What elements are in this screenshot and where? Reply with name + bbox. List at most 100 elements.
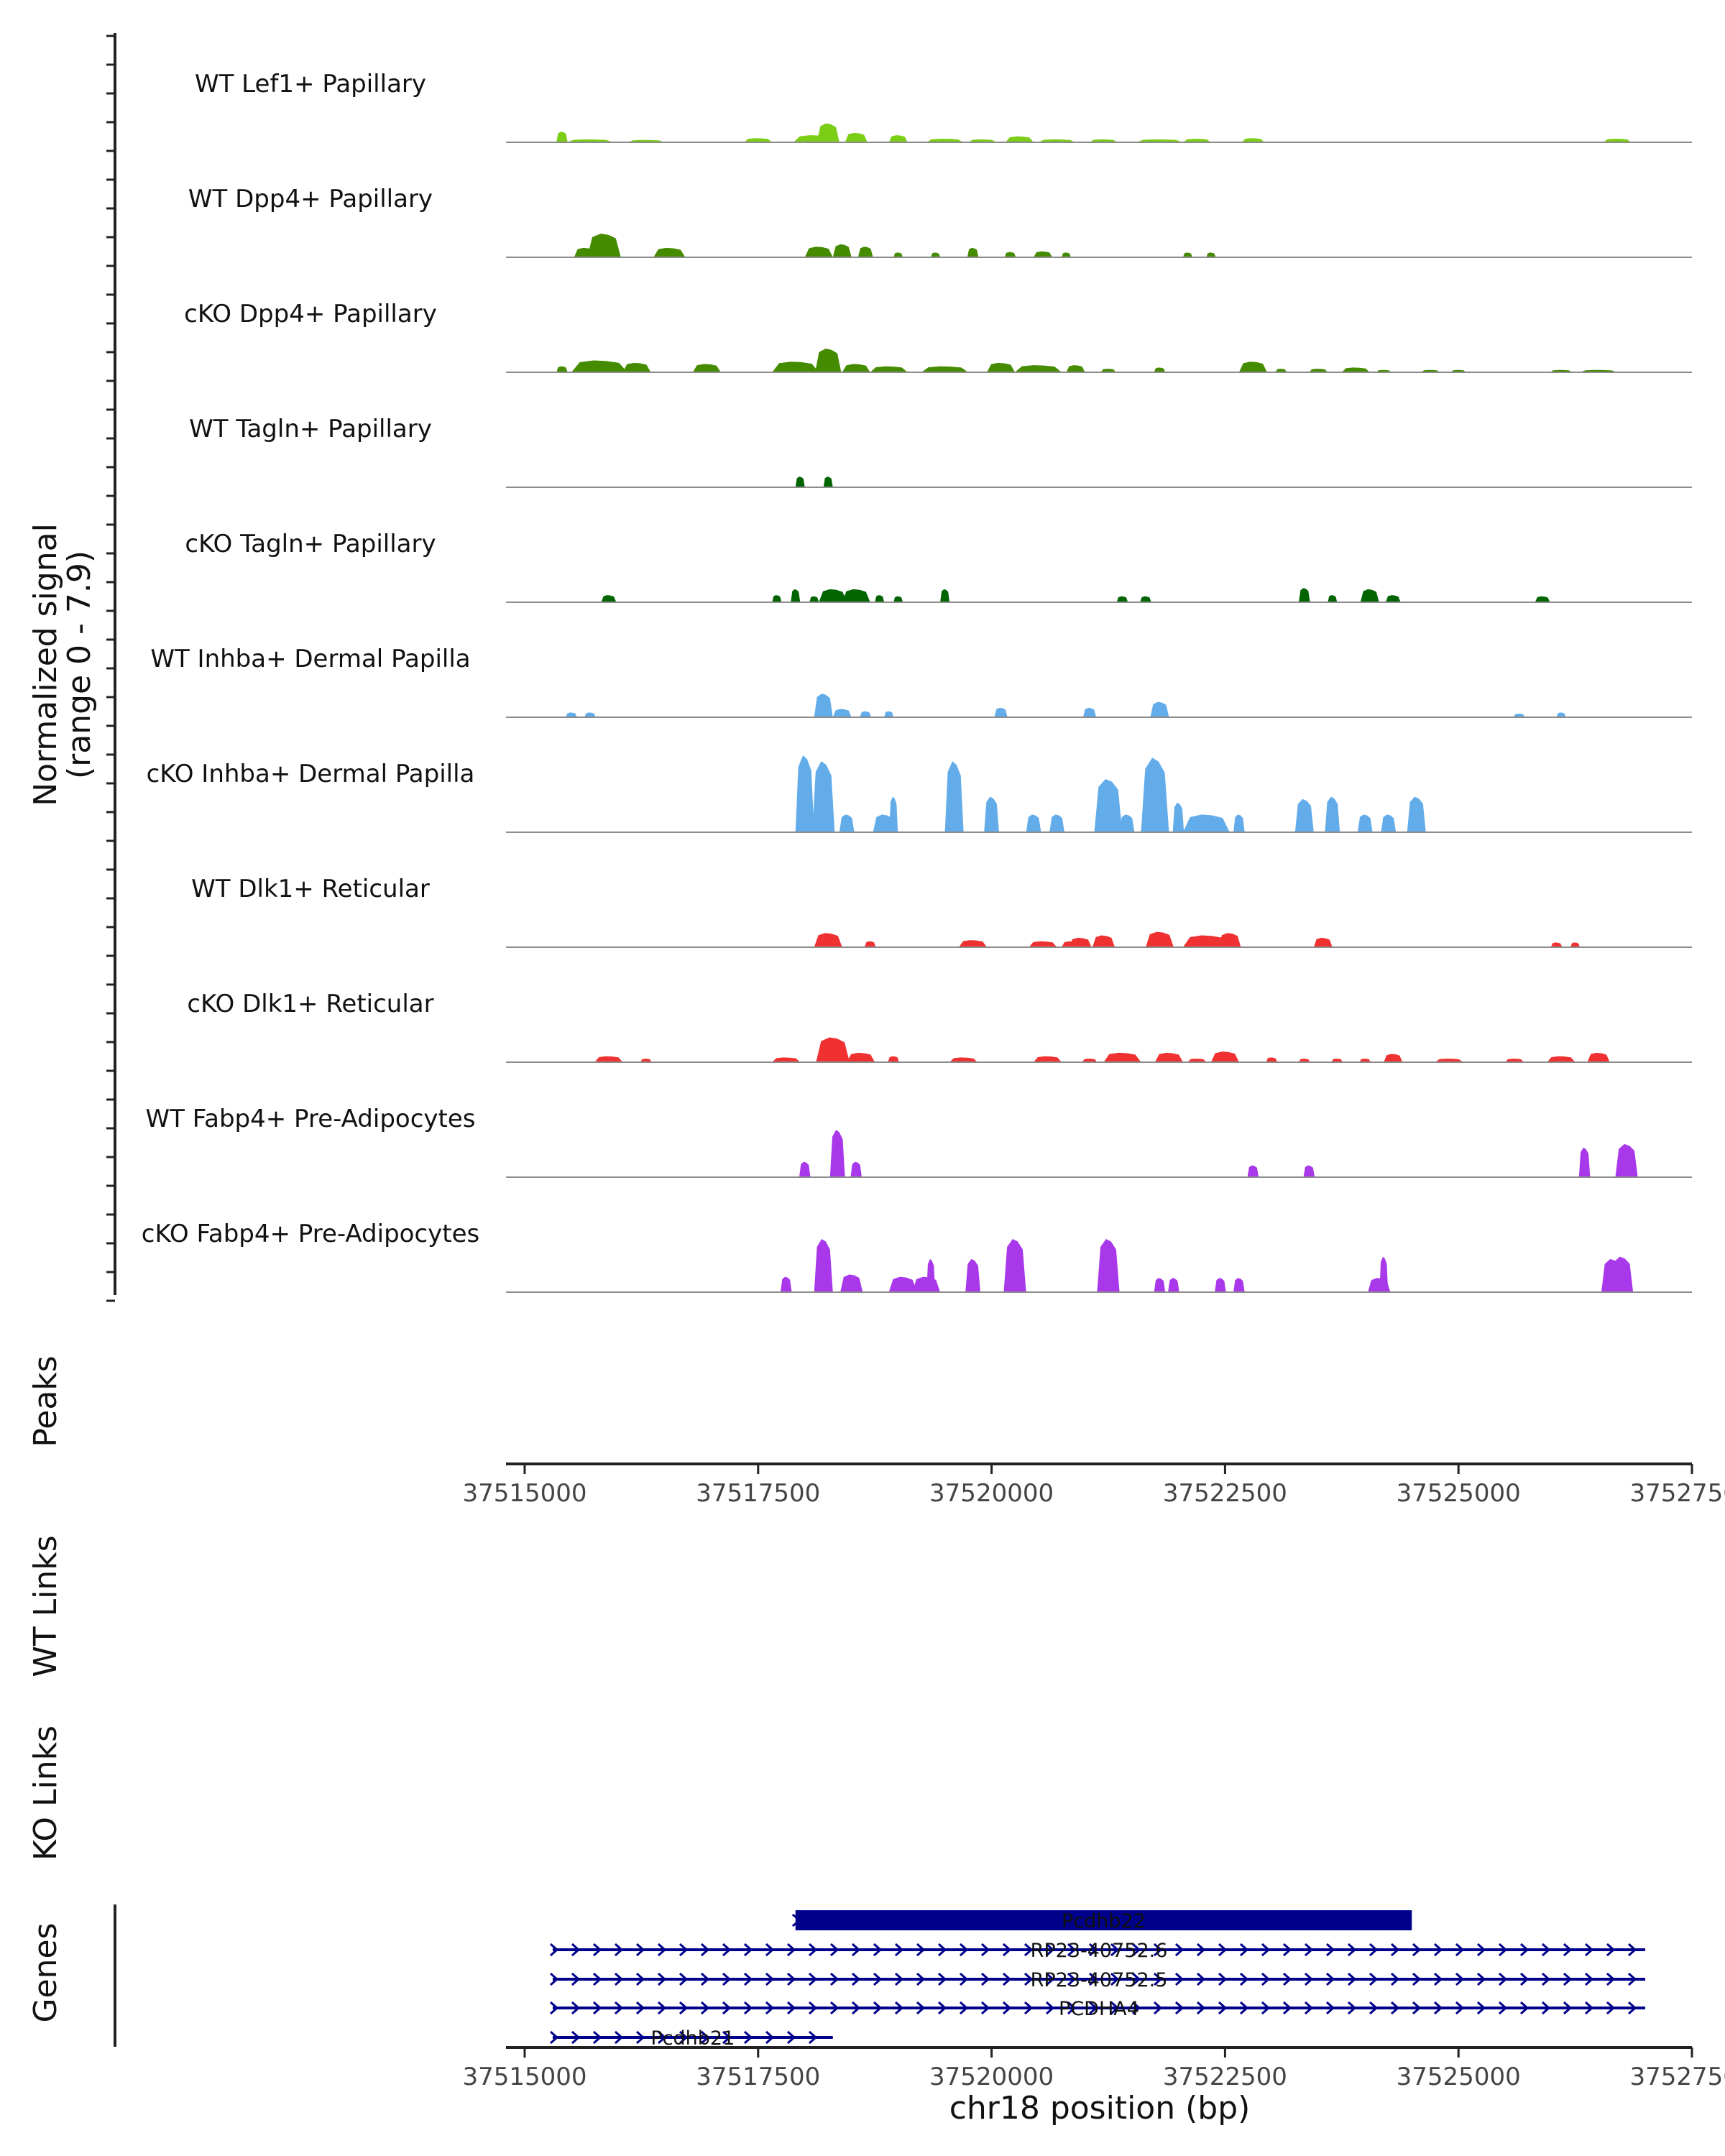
coverage-peak: [1309, 369, 1328, 372]
gene-strand-arrow: [1606, 1943, 1616, 1957]
gene-strand-arrow: [786, 2001, 796, 2015]
gene-strand-arrow: [1153, 1972, 1163, 1986]
gene-strand-arrow: [1239, 1972, 1249, 1986]
coverage-peak: [1550, 942, 1563, 947]
signal-ylabel-line2: (range 0 - 7.9): [61, 550, 98, 779]
track-label: cKO Tagln+ Papillary: [185, 530, 436, 558]
gene-strand-arrow: [743, 2001, 753, 2015]
x-tick-label: 37527500: [1629, 2063, 1725, 2091]
gene-strand-arrow: [1412, 2001, 1422, 2015]
coverage-peak: [566, 139, 614, 142]
coverage-peak: [1210, 1051, 1239, 1062]
track-label: cKO Fabp4+ Pre-Adipocytes: [142, 1220, 480, 1248]
coverage-peak: [1359, 1059, 1371, 1062]
coverage-peak: [1168, 1278, 1179, 1292]
coverage-peak: [1172, 802, 1184, 832]
coverage-peak: [1385, 595, 1401, 602]
gene-strand-arrow: [635, 1972, 645, 1986]
gene-strand-arrow: [1196, 2001, 1206, 2015]
gene-strand-arrow: [765, 1943, 775, 1957]
gene-strand-arrow: [1196, 1972, 1206, 1986]
gene-strand-arrow: [1584, 1943, 1594, 1957]
coverage-peak: [1556, 712, 1566, 717]
gene-strand-arrow: [1174, 2001, 1184, 2015]
gene-strand-arrow: [722, 2001, 732, 2015]
coverage-peak: [1535, 596, 1550, 602]
coverage-peak: [1034, 251, 1053, 257]
gene-strand-arrow: [916, 1972, 926, 1986]
coverage-peak: [1578, 1147, 1591, 1177]
gene-strand-arrow: [1325, 2001, 1335, 2015]
coverage-peak: [795, 755, 814, 832]
coverage-peak: [794, 135, 835, 142]
coverage-peak: [594, 1056, 623, 1062]
gene-strand-arrow: [678, 2030, 689, 2045]
x-tick-label: 37517500: [696, 1479, 820, 1508]
coverage-peak: [1062, 252, 1072, 257]
gene-strand-arrow: [1563, 2001, 1573, 2015]
gene-strand-arrow: [791, 1913, 802, 1927]
coverage-peak: [1357, 814, 1373, 832]
coverage-peak: [1206, 252, 1216, 257]
coverage-peak: [847, 1052, 875, 1062]
gene-strand-arrow: [592, 2030, 602, 2045]
coverage-peak: [812, 761, 835, 832]
gene-strand-arrow: [571, 1943, 581, 1957]
coverage-peak: [1154, 1052, 1183, 1062]
gene-strand-arrow: [1088, 1972, 1098, 1986]
coverage-peak: [967, 247, 979, 257]
coverage-peak: [949, 1057, 978, 1062]
gene-strand-arrow: [1476, 1972, 1486, 1986]
gene-strand-arrow: [700, 2001, 710, 2015]
gene-strand-arrow: [1261, 1943, 1271, 1957]
coverage-peak: [864, 941, 876, 947]
track-label: cKO Inhba+ Dermal Papilla: [147, 760, 475, 788]
coverage-peak: [888, 1056, 899, 1062]
gene-strand-arrow: [700, 1972, 710, 1986]
gene-strand-arrow: [1347, 1972, 1357, 1986]
coverage-peak: [814, 1238, 833, 1292]
gene-strand-arrow: [937, 2001, 947, 2015]
gene-strand-arrow: [1282, 1943, 1292, 1957]
gene-strand-arrow: [1412, 1972, 1422, 1986]
peaks-x-axis-ticks: 37515000 37517500 37520000 37522500 37525000…: [462, 1464, 1725, 1508]
x-tick-label: 37520000: [929, 2063, 1054, 2091]
gene-strand-arrow: [1110, 2001, 1120, 2015]
coverage-peak: [832, 709, 852, 717]
coverage-peak: [1029, 941, 1057, 947]
gene-strand-arrow: [1153, 2001, 1163, 2015]
gene-strand-arrow: [1024, 1972, 1034, 1986]
coverage-peak: [692, 364, 721, 372]
gene-strand-arrow: [959, 2001, 969, 2015]
coverage-peak: [1313, 937, 1333, 947]
coverage-peak: [994, 707, 1008, 717]
gene-strand-arrow: [722, 2030, 732, 2045]
track-5: WT Inhba+ Dermal Papilla: [150, 645, 1692, 718]
gene-strand-arrow: [1282, 1972, 1292, 1986]
genes-x-axis-ticks: 37515000 37517500 37520000 37522500 37525000…: [462, 2047, 1725, 2091]
gene-strand-arrow: [1261, 2001, 1271, 2015]
coverage-peak: [1233, 1278, 1245, 1292]
coverage-peak: [640, 1059, 652, 1062]
gene-strand-arrow: [786, 1972, 796, 1986]
gene-strand-arrow: [1304, 2001, 1314, 2015]
gene-strand-arrow: [851, 2001, 861, 2015]
coverage-peak: [601, 595, 617, 602]
coverage-peak: [584, 712, 596, 717]
coverage-peak: [1218, 933, 1241, 947]
gene-strand-arrow: [1218, 1943, 1228, 1957]
gene-strand-arrow: [829, 1943, 840, 1957]
gene-strand-arrow: [894, 2001, 904, 2015]
coverage-peak: [1435, 1059, 1463, 1062]
coverage-peak: [926, 139, 964, 142]
coverage-peak: [1381, 814, 1397, 832]
gene-strand-arrow: [808, 1972, 818, 1986]
gene-strand-arrow: [1368, 1972, 1379, 1986]
genes-panel-label: Genes: [27, 1922, 64, 2022]
gene-strand-arrow: [635, 2001, 645, 2015]
coverage-peak: [1182, 139, 1211, 142]
gene-strand-arrow: [1347, 2001, 1357, 2015]
coverage-peak: [1150, 701, 1169, 717]
gene-strand-arrow: [765, 2001, 775, 2015]
coverage-peak: [819, 589, 847, 602]
